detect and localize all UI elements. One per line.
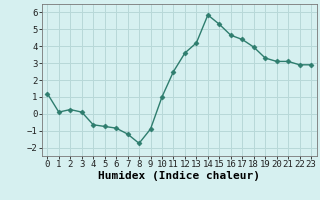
X-axis label: Humidex (Indice chaleur): Humidex (Indice chaleur) xyxy=(98,171,260,181)
